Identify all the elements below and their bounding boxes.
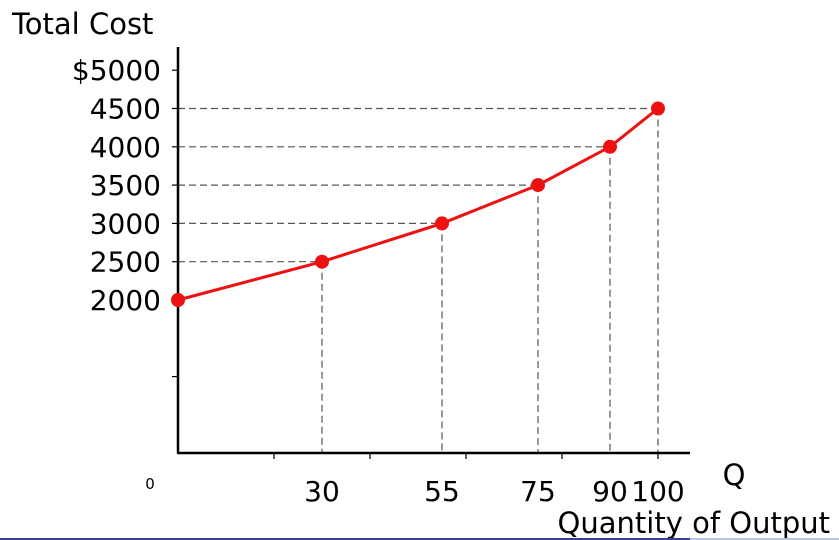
x-axis-title: Quantity of Output [558, 506, 830, 540]
x-tick-label: 75 [520, 475, 556, 508]
y-axis-title: Total Cost [11, 7, 153, 41]
y-tick-label: 3000 [90, 207, 161, 240]
y-tick-labels: $5000 4500 4000 3500 3000 2500 2000 [72, 54, 161, 317]
y-tick-label: 4000 [90, 131, 161, 164]
x-tick-label: 55 [424, 475, 460, 508]
data-point [171, 293, 185, 307]
x-tick-label: 30 [304, 475, 340, 508]
guide-lines [178, 107, 659, 453]
x-tick-labels: 30 55 75 90 100 [304, 475, 685, 508]
y-tick-label: 3500 [90, 169, 161, 202]
y-tick-label: 2500 [90, 246, 161, 279]
axis-ticks [172, 69, 659, 459]
bottom-divider-light [690, 538, 839, 540]
data-point [651, 101, 665, 116]
x-axis-symbol: Q [723, 458, 746, 492]
data-point [315, 254, 329, 269]
data-point [531, 178, 545, 193]
y-tick-label: $5000 [72, 54, 161, 87]
origin-label: 0 [145, 475, 155, 493]
x-tick-label: 90 [592, 475, 628, 508]
data-point [603, 139, 617, 154]
series-markers [171, 101, 665, 307]
data-point [435, 216, 449, 231]
y-tick-label: 4500 [90, 93, 161, 126]
x-tick-label: 100 [631, 475, 684, 508]
y-tick-label: 2000 [90, 284, 161, 317]
series-line [177, 107, 659, 302]
bottom-divider [0, 538, 690, 540]
